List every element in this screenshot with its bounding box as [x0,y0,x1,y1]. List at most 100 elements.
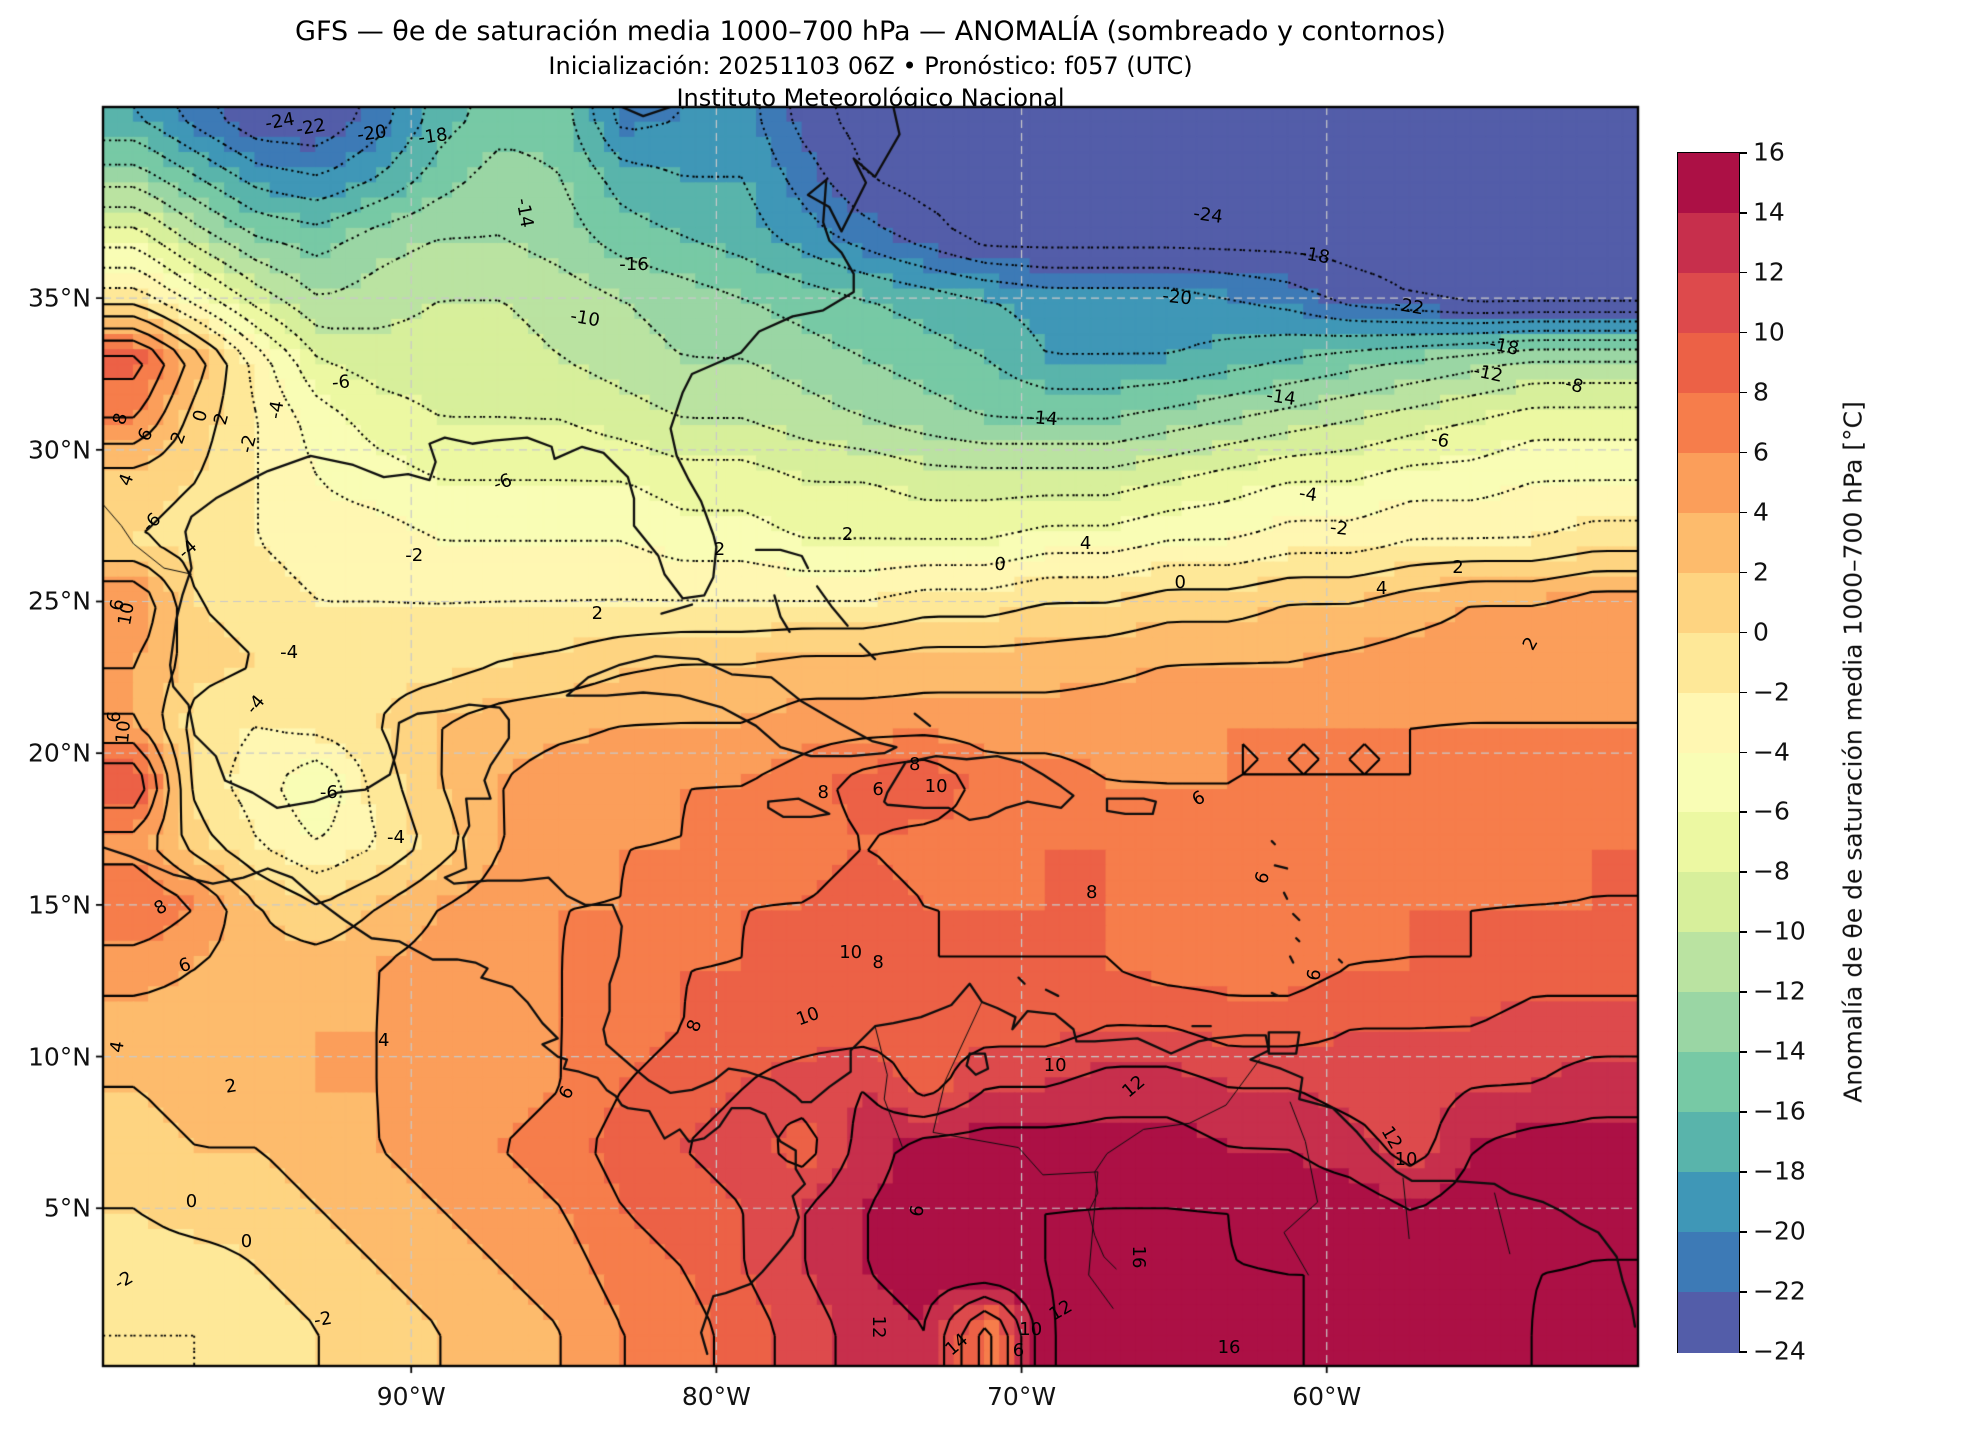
contour-label: -20 [1161,285,1193,310]
colorbar-tick-label: 0 [1753,617,1769,647]
colorbar-tick-label: −12 [1753,976,1806,1006]
colorbar-segment [1678,1232,1739,1294]
lat-tick-label: 10°N [27,1042,91,1072]
colorbar-tick [1739,1291,1747,1293]
colorbar-segment [1678,692,1739,754]
lat-tick-label: 15°N [27,890,91,920]
colorbar-tick [1739,1171,1747,1173]
colorbar-tick-label: 6 [1753,437,1769,467]
colorbar-segment [1678,212,1739,275]
colorbar-axis-label: Anomalía de θe de saturación media 1000–… [1838,400,1868,1103]
contour-label: 0 [185,1191,198,1213]
contour-label: -4 [280,642,299,664]
lat-tick-label: 25°N [27,586,91,616]
contour-label: 16 [1127,1245,1149,1269]
colorbar-tick [1739,751,1747,754]
colorbar-tick-label: 10 [1753,317,1785,347]
contour-label: -14 [1027,407,1059,431]
contour-label: -4 [386,827,405,849]
colorbar-segment [1678,512,1739,574]
colorbar-tick-label: −8 [1753,856,1790,886]
colorbar-tick [1739,391,1747,394]
colorbar-tick-label: 12 [1753,257,1785,287]
lon-tick-label: 90°W [376,1382,446,1411]
contour-label: -6 [331,371,351,394]
lat-tick-label: 5°N [43,1193,91,1223]
contour-label: 10 [1043,1054,1067,1076]
contour-label: -2 [311,1308,334,1332]
contour-label: -18 [1487,332,1521,360]
colorbar-tick [1739,811,1747,814]
contour-label: -6 [1429,428,1451,453]
contour-label: 8 [909,754,921,776]
colorbar-tick [1739,691,1747,694]
colorbar [1677,152,1740,1354]
contour-label: 10 [924,775,948,797]
contour-label: 4 [1079,532,1092,554]
contour-label: 10 [1394,1148,1418,1170]
colorbar-tick-label: 8 [1753,377,1769,407]
contour-label: 10 [112,719,136,745]
lon-tick-label: 70°W [987,1382,1057,1411]
colorbar-segment [1678,452,1739,514]
colorbar-tick-label: −16 [1753,1096,1806,1126]
contour-label: 4 [1375,578,1388,600]
contour-label: 2 [841,523,854,545]
colorbar-tick-label: 2 [1753,557,1769,587]
colorbar-tick-label: −22 [1753,1276,1806,1306]
contour-label: 6 [1302,967,1326,983]
colorbar-tick [1739,1351,1747,1353]
contour-label: -14 [1264,385,1298,411]
contour-label: -24 [1191,203,1224,229]
contour-label: -2 [1328,516,1349,540]
contour-label: -16 [619,253,649,275]
contour-label: 4 [378,1030,390,1052]
colorbar-segment [1678,1172,1739,1234]
colorbar-segment [1678,1292,1739,1354]
colorbar-tick-label: 4 [1753,497,1769,527]
colorbar-segment [1678,752,1739,814]
lon-tick-label: 80°W [681,1382,751,1411]
colorbar-tick-label: −18 [1753,1156,1806,1186]
colorbar-segment [1678,572,1739,634]
colorbar-tick [1739,1111,1747,1113]
colorbar-segment [1678,332,1739,394]
colorbar-segment [1678,392,1739,454]
contour-label: 0 [1174,572,1186,594]
colorbar-tick [1739,1231,1747,1233]
colorbar-segment [1678,992,1739,1054]
colorbar-tick [1739,451,1747,454]
contour-label: -4 [1298,483,1319,507]
contour-label: 12 [868,1315,890,1338]
colorbar-segment [1678,153,1739,215]
contour-label: -18 [1298,242,1331,269]
contour-label: 8 [872,951,884,973]
colorbar-tick [1739,871,1747,873]
colorbar-tick [1739,991,1747,993]
contour-label: -2 [236,432,262,455]
contour-label: -24 [263,108,297,135]
lat-tick-label: 20°N [27,738,91,768]
contour-label: -10 [568,305,602,332]
colorbar-tick [1739,271,1747,274]
colorbar-segment [1678,632,1739,694]
contour-label: 2 [713,538,726,560]
colorbar-tick [1739,331,1747,334]
contour-label: -4 [264,399,289,421]
contour-label: 0 [240,1230,253,1252]
contour-label: 8 [1086,881,1098,903]
colorbar-tick [1739,152,1747,154]
contour-label: 2 [1452,557,1464,579]
contour-label: -22 [1392,293,1426,320]
contour-label: -18 [416,124,449,150]
contour-label: -14 [511,196,538,230]
colorbar-tick-label: −20 [1753,1216,1806,1246]
lat-tick-label: 35°N [27,283,91,313]
contour-label: 16 [1217,1336,1241,1358]
colorbar-tick [1739,1051,1747,1053]
colorbar-segment [1678,932,1739,994]
colorbar-tick [1739,631,1747,634]
colorbar-segment [1678,872,1739,934]
